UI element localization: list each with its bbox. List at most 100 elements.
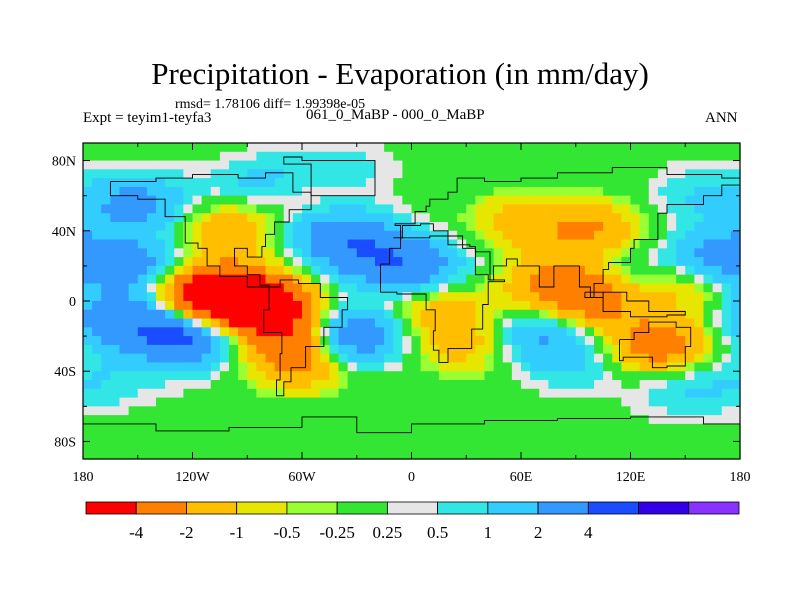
- field-cell: [329, 230, 340, 241]
- field-cell: [466, 301, 476, 311]
- coastline: [109, 172, 312, 288]
- field-cell: [384, 195, 394, 206]
- field-cell: [712, 362, 723, 372]
- field-cell: [174, 143, 184, 153]
- field-cell: [137, 380, 148, 390]
- field-cell: [119, 362, 130, 372]
- field-cell: [375, 178, 385, 188]
- field-cell: [83, 230, 93, 241]
- field-cell: [530, 353, 540, 364]
- field-cell: [612, 230, 622, 241]
- field-cell: [119, 186, 130, 197]
- field-cell: [667, 344, 677, 355]
- field-cell: [730, 450, 741, 460]
- field-cell: [110, 195, 121, 206]
- field-cell: [146, 186, 157, 197]
- field-cell: [311, 388, 321, 399]
- field-cell: [137, 222, 148, 232]
- field-cell: [183, 257, 194, 267]
- field-cell: [521, 344, 531, 355]
- field-cell: [548, 301, 559, 311]
- field-cell: [466, 143, 476, 153]
- field-cell: [83, 169, 93, 179]
- field-cell: [146, 248, 157, 258]
- field-cell: [484, 432, 495, 443]
- field-cell: [329, 318, 340, 328]
- field-cell: [630, 362, 641, 372]
- colorbar-box: [437, 501, 489, 515]
- field-cell: [667, 204, 677, 214]
- field-cell: [156, 301, 166, 311]
- field-cell: [229, 222, 239, 232]
- field-cell: [402, 441, 413, 451]
- field-cell: [429, 450, 440, 460]
- field-cell: [584, 450, 595, 460]
- field-cell: [283, 169, 294, 179]
- field-cell: [566, 222, 577, 232]
- field-cell: [201, 160, 212, 170]
- field-cell: [311, 178, 321, 188]
- field-cell: [192, 274, 203, 285]
- field-cell: [229, 415, 239, 425]
- field-cell: [612, 160, 622, 170]
- field-cell: [411, 450, 422, 460]
- field-cell: [685, 204, 695, 214]
- field-cell: [657, 178, 668, 188]
- field-cell: [183, 318, 194, 328]
- field-cell: [128, 309, 139, 320]
- field-cell: [484, 257, 495, 267]
- field-cell: [375, 274, 385, 285]
- field-cell: [657, 257, 668, 267]
- field-cell: [438, 362, 449, 372]
- field-cell: [119, 248, 130, 258]
- field-cell: [347, 248, 358, 258]
- field-cell: [174, 213, 184, 223]
- field-cell: [566, 380, 577, 390]
- field-cell: [274, 309, 285, 320]
- field-cell: [648, 362, 659, 372]
- field-cell: [694, 353, 705, 364]
- field-cell: [83, 415, 93, 425]
- field-cell: [511, 371, 522, 381]
- field-cell: [511, 423, 522, 434]
- field-cell: [648, 204, 659, 214]
- field-cell: [219, 301, 230, 311]
- field-cell: [475, 309, 486, 320]
- field-cell: [548, 143, 559, 153]
- field-cell: [721, 362, 732, 372]
- field-cell: [484, 283, 495, 293]
- field-cell: [229, 309, 239, 320]
- field-cell: [247, 415, 257, 425]
- field-cell: [302, 432, 312, 443]
- field-cell: [256, 143, 267, 153]
- field-cell: [539, 151, 549, 162]
- field-cell: [247, 239, 257, 249]
- field-cell: [347, 292, 358, 302]
- field-cell: [402, 178, 413, 188]
- field-cell: [703, 432, 714, 443]
- field-cell: [502, 222, 513, 232]
- field-cell: [92, 195, 102, 206]
- field-cell: [128, 336, 139, 346]
- field-cell: [101, 230, 111, 241]
- y-tick-label: 80S: [54, 435, 76, 450]
- field-cell: [475, 274, 486, 285]
- field-cell: [393, 230, 403, 241]
- field-cell: [283, 353, 294, 364]
- field-cell: [156, 406, 166, 416]
- field-cell: [156, 388, 166, 399]
- field-cell: [457, 230, 467, 241]
- field-cell: [511, 257, 522, 267]
- field-cell: [146, 274, 157, 285]
- field-cell: [730, 195, 741, 206]
- field-cell: [484, 450, 495, 460]
- field-cell: [621, 143, 632, 153]
- field-cell: [612, 371, 622, 381]
- colorbar-label: -0.5: [273, 523, 300, 542]
- field-cell: [530, 441, 540, 451]
- field-cell: [338, 362, 349, 372]
- field-cell: [639, 336, 650, 346]
- field-cell: [384, 265, 394, 276]
- field-cell: [165, 388, 175, 399]
- field-cell: [438, 222, 449, 232]
